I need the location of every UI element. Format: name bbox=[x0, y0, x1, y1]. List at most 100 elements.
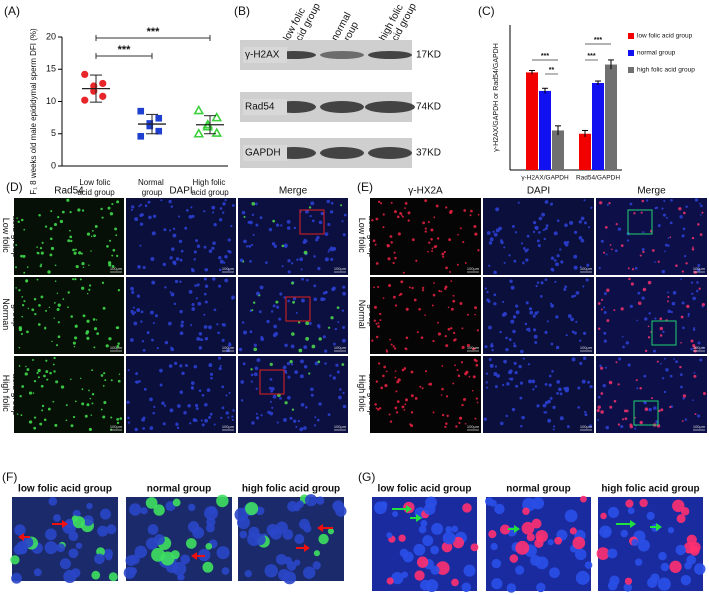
cell bbox=[260, 414, 263, 417]
cell bbox=[692, 399, 694, 402]
cell bbox=[418, 525, 427, 534]
cell bbox=[459, 227, 462, 230]
cell bbox=[614, 249, 618, 253]
cell bbox=[110, 416, 113, 419]
cell bbox=[475, 232, 478, 235]
cell bbox=[81, 388, 84, 391]
panel-label: (G) bbox=[358, 470, 375, 484]
cell bbox=[552, 428, 555, 431]
cell bbox=[43, 374, 46, 378]
cell bbox=[396, 400, 400, 404]
column-label: high folic acid group bbox=[601, 484, 699, 495]
cell bbox=[40, 384, 44, 388]
cell bbox=[242, 362, 246, 366]
cell bbox=[573, 230, 578, 234]
cell bbox=[132, 306, 135, 309]
cell bbox=[72, 415, 76, 419]
cell bbox=[252, 301, 256, 304]
cell bbox=[339, 388, 342, 391]
cell bbox=[147, 200, 151, 204]
cell bbox=[465, 370, 469, 374]
cell bbox=[393, 251, 396, 254]
cell bbox=[383, 365, 387, 369]
cell bbox=[20, 332, 23, 336]
cell bbox=[196, 336, 201, 341]
y-axis-label: γ-H2AX/GAPDH or Rad54/GAPDH bbox=[493, 43, 500, 152]
cell bbox=[409, 423, 412, 426]
cell bbox=[310, 387, 314, 391]
cell bbox=[129, 503, 142, 516]
cell bbox=[181, 371, 185, 376]
cell bbox=[343, 213, 347, 217]
cell bbox=[515, 565, 525, 575]
cell bbox=[620, 529, 628, 538]
cell bbox=[308, 206, 312, 209]
cell bbox=[151, 338, 154, 342]
cell bbox=[375, 217, 379, 221]
cell bbox=[312, 561, 321, 570]
cell bbox=[162, 422, 166, 426]
cell bbox=[170, 205, 174, 208]
cell bbox=[634, 416, 637, 419]
cell bbox=[140, 320, 143, 323]
cell bbox=[605, 253, 608, 256]
cell bbox=[108, 572, 118, 582]
cell bbox=[528, 379, 532, 384]
cell bbox=[294, 370, 299, 375]
cell bbox=[222, 202, 226, 206]
cell bbox=[40, 295, 44, 299]
cell bbox=[37, 323, 41, 326]
cell bbox=[289, 359, 293, 364]
cell bbox=[39, 422, 43, 426]
cell bbox=[61, 210, 65, 214]
cell bbox=[222, 323, 226, 327]
zoom-box bbox=[259, 369, 285, 395]
cell bbox=[673, 358, 675, 360]
scale-bar-label: 100μm bbox=[110, 424, 123, 429]
cell bbox=[240, 399, 244, 402]
cell bbox=[575, 320, 578, 324]
cell bbox=[388, 413, 391, 416]
scale-bar-label: 100μm bbox=[334, 424, 347, 429]
cell bbox=[41, 241, 44, 244]
cell bbox=[102, 385, 105, 387]
cell bbox=[374, 243, 377, 246]
cell bbox=[330, 201, 334, 205]
cell bbox=[667, 300, 669, 303]
cell bbox=[665, 216, 668, 219]
cell bbox=[503, 359, 507, 364]
cell bbox=[456, 263, 459, 266]
cell bbox=[159, 368, 163, 373]
cell bbox=[218, 218, 223, 222]
cell bbox=[693, 374, 697, 378]
cell bbox=[532, 388, 535, 391]
cell bbox=[151, 231, 156, 236]
cell bbox=[698, 287, 701, 290]
cell bbox=[462, 503, 472, 513]
cell bbox=[564, 223, 568, 228]
cell bbox=[394, 406, 398, 410]
cell bbox=[308, 322, 312, 325]
cell bbox=[139, 213, 143, 217]
cell bbox=[544, 382, 548, 386]
cell bbox=[32, 359, 34, 361]
cell bbox=[386, 532, 393, 539]
cell bbox=[94, 225, 98, 228]
cell bbox=[270, 389, 274, 393]
cell bbox=[680, 341, 682, 344]
scale-bar-label: 100μm bbox=[110, 345, 123, 350]
cell bbox=[286, 226, 291, 230]
cell bbox=[149, 426, 154, 430]
cell bbox=[291, 262, 294, 265]
cell bbox=[486, 290, 489, 294]
cell bbox=[253, 372, 258, 377]
cell bbox=[496, 373, 501, 378]
cell bbox=[52, 363, 55, 366]
cell bbox=[574, 548, 587, 561]
cell bbox=[193, 250, 197, 254]
cell bbox=[52, 400, 55, 403]
panel-label: (E) bbox=[357, 180, 373, 194]
cell bbox=[662, 213, 666, 217]
cell bbox=[11, 572, 22, 584]
cell bbox=[231, 415, 234, 418]
